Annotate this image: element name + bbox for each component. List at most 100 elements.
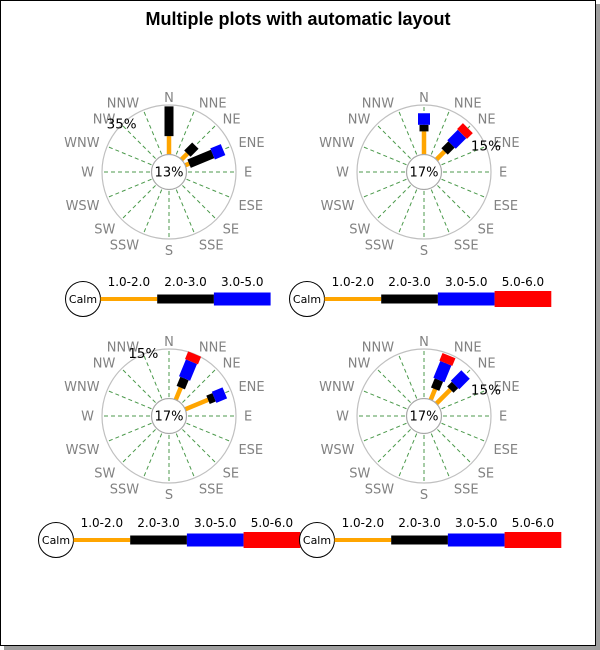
spoke-NNE [430, 110, 450, 155]
compass-label-WNW: WNW [64, 380, 100, 395]
bar-segment-3.0-5.0 [433, 360, 452, 383]
compass-label-NE: NE [478, 356, 496, 371]
spoke-WSW [107, 422, 152, 442]
spoke-SSE [175, 189, 195, 234]
spoke-NW [376, 124, 411, 159]
compass-label-S: S [165, 244, 173, 259]
spoke-SSW [143, 433, 163, 478]
spoke-NE [182, 368, 217, 403]
legend-swatch-3.0-5.0 [186, 533, 244, 547]
bar-segment-5.0-6.0 [185, 351, 202, 365]
compass-label-W: W [81, 410, 94, 425]
direction-bar-ENE [184, 387, 228, 412]
compass-label-NE: NE [223, 356, 241, 371]
compass-label-SSW: SSW [365, 482, 395, 497]
compass-label-SE: SE [478, 467, 494, 482]
outer-ring [356, 104, 492, 240]
spoke-NNW [398, 110, 418, 155]
compass-label-SW: SW [94, 467, 115, 482]
compass-label-E: E [499, 410, 507, 425]
bar-segment-3.0-5.0 [210, 144, 226, 160]
direction-bar-NE [434, 123, 473, 162]
legend-swatch-2.0-3.0 [381, 294, 438, 304]
compass-label-NNE: NNE [454, 341, 482, 356]
compass-label-N: N [164, 335, 174, 350]
compass-label-SW: SW [349, 223, 370, 238]
spoke-NNW [143, 354, 163, 399]
compass-label-N: N [419, 91, 429, 106]
legend-range-label: 3.0-5.0 [455, 516, 498, 530]
compass-label-NNE: NNE [199, 341, 227, 356]
spoke-SW [376, 185, 411, 220]
compass-label-W: W [336, 410, 349, 425]
compass-label-E: E [244, 410, 252, 425]
compass-label-NE: NE [223, 112, 241, 127]
compass-label-W: W [81, 166, 94, 181]
spoke-SE [182, 429, 217, 464]
spoke-SW [376, 429, 411, 464]
calm-circle [405, 153, 443, 191]
direction-bar-ENE [184, 144, 226, 168]
bar-segment-1.0-2.0 [434, 388, 452, 406]
legend-swatch-1.0-2.0 [100, 297, 158, 301]
spoke-ENE [441, 146, 486, 166]
spoke-SSW [398, 433, 418, 478]
spoke-SW [121, 185, 156, 220]
legend-range-label: 3.0-5.0 [194, 516, 237, 530]
bar-segment-2.0-3.0 [184, 142, 199, 157]
spoke-NW [376, 368, 411, 403]
bar-segment-5.0-6.0 [457, 123, 473, 139]
compass-label-WSW: WSW [321, 199, 355, 214]
spoke-SW [121, 429, 156, 464]
compass-label-SSE: SSE [199, 482, 224, 497]
compass-label-WSW: WSW [321, 443, 355, 458]
legend-swatch-5.0-6.0 [494, 291, 552, 307]
legend-range-label: 1.0-2.0 [108, 275, 151, 289]
bar-segment-1.0-2.0 [173, 386, 183, 401]
compass-label-SSE: SSE [454, 238, 479, 253]
legend-range-label: 1.0-2.0 [342, 516, 385, 530]
compass-label-NNW: NNW [362, 97, 394, 112]
legend-calm-label: Calm [293, 293, 321, 306]
spoke-WSW [362, 178, 407, 198]
legend-range-label: 1.0-2.0 [332, 275, 375, 289]
compass-label-SSE: SSE [454, 482, 479, 497]
compass-label-SSW: SSW [365, 238, 395, 253]
compass-label-ENE: ENE [493, 380, 519, 395]
compass-label-E: E [244, 166, 252, 181]
spoke-NW [121, 368, 156, 403]
bar-segment-1.0-2.0 [179, 152, 189, 162]
compass-label-ENE: ENE [493, 136, 519, 151]
scale-label: 15% [471, 382, 501, 398]
legend-2: Calm 1.0-2.0 2.0-3.0 3.0-5.0 5.0-6.0 [289, 275, 552, 317]
spoke-SSE [175, 433, 195, 478]
compass-label-NE: NE [478, 112, 496, 127]
legend-calm-label: Calm [42, 534, 70, 547]
legend-range-label: 5.0-6.0 [512, 516, 555, 530]
legend-range-label: 2.0-3.0 [388, 275, 431, 289]
spoke-SSW [143, 189, 163, 234]
spoke-NNW [143, 110, 163, 155]
compass-label-NNW: NNW [362, 341, 394, 356]
legend-swatch-3.0-5.0 [447, 533, 505, 547]
compass-label-ESE: ESE [238, 443, 263, 458]
legend-range-label: 2.0-3.0 [398, 516, 441, 530]
spoke-WSW [107, 178, 152, 198]
compass-label-ESE: ESE [493, 199, 518, 214]
compass-label-E: E [499, 166, 507, 181]
compass-label-S: S [165, 488, 173, 503]
compass-label-NNE: NNE [454, 97, 482, 112]
legend-swatch-5.0-6.0 [243, 532, 301, 548]
legend-swatch-5.0-6.0 [504, 532, 562, 548]
compass-label-SSW: SSW [110, 482, 140, 497]
legend-range-label: 3.0-5.0 [221, 275, 264, 289]
legend-swatch-2.0-3.0 [130, 535, 187, 545]
compass-label-NNW: NNW [107, 97, 139, 112]
outer-ring [101, 104, 237, 240]
spoke-SE [437, 185, 472, 220]
